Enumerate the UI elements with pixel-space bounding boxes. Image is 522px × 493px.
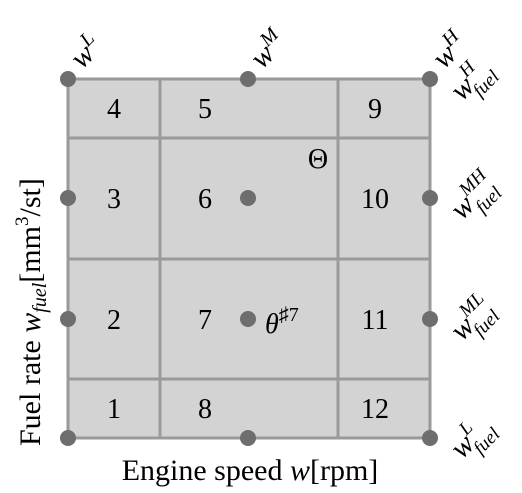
grid-point-mh-left [60, 190, 76, 206]
grid-point-bottom-middle [240, 430, 256, 446]
theta-set-label: Θ [308, 144, 328, 175]
grid-point-bottom-left [60, 430, 76, 446]
fuel-label-mid-low: wMLfuel [441, 288, 506, 353]
region-label-5: 5 [198, 94, 212, 125]
speed-label-low: wL [61, 27, 108, 74]
y-axis-label: Fuel rate wfuel[mm3/st] [12, 178, 51, 446]
y-axis-sub: fuel [29, 282, 51, 312]
region-label-2: 2 [107, 305, 121, 336]
y-axis-unit-sup: 3 [12, 217, 33, 227]
x-axis-prefix: Engine speed [122, 454, 290, 487]
y-axis-var: w [14, 313, 47, 333]
grid-point-ml-right [422, 311, 438, 327]
grid-point-top-middle [240, 71, 256, 87]
y-axis-unit-post: /st] [14, 178, 47, 216]
theta-point-label: θ♯7 [265, 304, 299, 340]
region-label-1: 1 [107, 394, 121, 425]
x-axis-label: Engine speed w[rpm] [122, 454, 379, 487]
fuel-label-mid-high: wMHfuel [441, 164, 509, 232]
fuel-label-low: wLfuel [441, 407, 505, 471]
region-label-12: 12 [361, 394, 389, 425]
grid-point-mh-middle [240, 190, 256, 206]
grid-point-mh-right [422, 190, 438, 206]
region-label-9: 9 [368, 94, 382, 125]
region-label-8: 8 [198, 394, 212, 425]
grid-points [60, 71, 438, 446]
grid-point-bottom-right [422, 430, 438, 446]
theta-point-base: θ [265, 309, 279, 340]
region-label-7: 7 [198, 305, 212, 336]
theta-point-sup: ♯7 [279, 304, 299, 326]
x-axis-unit: [rpm] [310, 454, 378, 487]
grid-point-ml-left [60, 311, 76, 327]
region-label-6: 6 [198, 184, 212, 215]
grid-point-top-left [60, 71, 76, 87]
y-axis-prefix: Fuel rate [14, 333, 47, 446]
y-axis-unit-pre: [mm [14, 226, 47, 283]
x-axis-var: w [290, 454, 310, 487]
region-label-3: 3 [107, 184, 121, 215]
grid-point-ml-middle [240, 311, 256, 327]
grid-point-top-right [422, 71, 438, 87]
region-label-10: 10 [361, 184, 389, 215]
region-label-4: 4 [107, 94, 121, 125]
region-label-11: 11 [362, 305, 389, 336]
speed-label-mid: wM [241, 23, 293, 75]
